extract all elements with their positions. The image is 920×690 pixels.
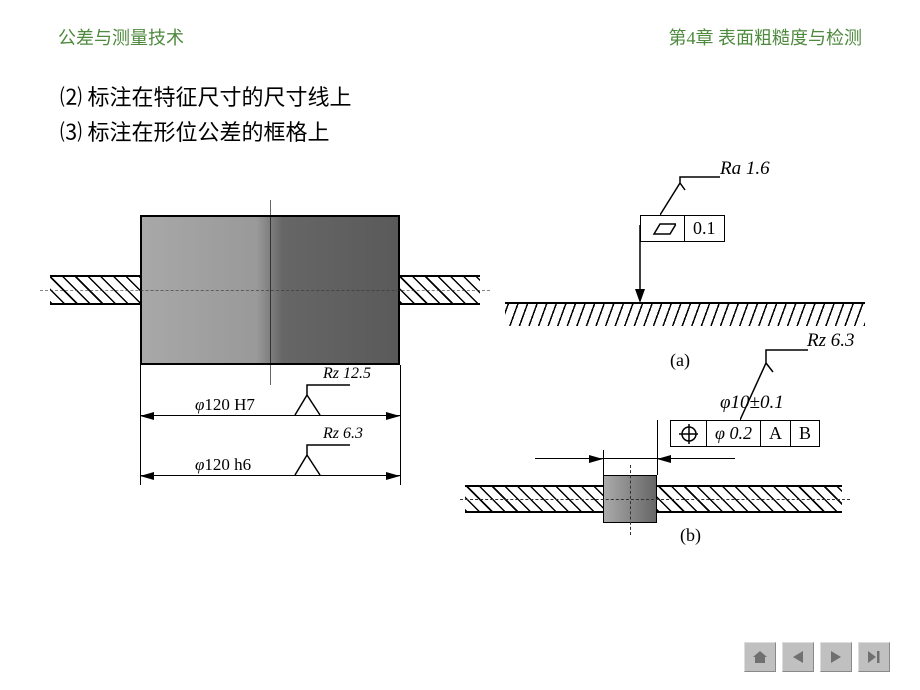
bullet-3: ⑶ 标注在形位公差的框格上 (60, 115, 330, 147)
centerline-horizontal (40, 290, 490, 291)
nav-last-button[interactable] (858, 642, 890, 672)
nav-prev-button[interactable] (782, 642, 814, 672)
flatness-symbol (641, 216, 685, 241)
book-title: 公差与测量技术 (58, 24, 184, 50)
dimension-2-text: φ120 h6 (195, 455, 251, 475)
nav-next-button[interactable] (820, 642, 852, 672)
nav-buttons (744, 642, 890, 672)
ext-line-left (140, 365, 141, 485)
centerline-b-v (630, 465, 631, 535)
label-a: (a) (670, 350, 690, 371)
rz-value-2: Rz 6.3 (323, 425, 363, 443)
datum-b: B (791, 421, 819, 446)
right-diagram: 0.1 Ra 1.6 (a) φ 0.2 A B φ10±0.1 Rz 6.3 … (505, 170, 885, 590)
leader-rz-b (740, 345, 810, 423)
dimension-line-1 (140, 415, 400, 416)
ground-hatch-a (505, 304, 865, 326)
ext-line-right (400, 365, 401, 485)
tolerance-a: 0.1 (685, 216, 724, 241)
bullet-2: ⑵ 标注在特征尺寸的尺寸线上 (60, 80, 352, 112)
rz-b-label: Rz 6.3 (807, 330, 855, 352)
centerline-vertical (270, 200, 271, 385)
label-b: (b) (680, 525, 701, 546)
ra-label: Ra 1.6 (720, 158, 770, 180)
ext-b-left (603, 450, 604, 475)
left-diagram: φ120 H7 Rz 12.5 φ120 h6 Rz 6.3 (50, 215, 480, 545)
dimension-1-text: φ120 H7 (195, 395, 255, 415)
gdt-frame-a: 0.1 (640, 215, 725, 242)
centerline-b-h (460, 499, 850, 500)
nav-home-button[interactable] (744, 642, 776, 672)
dim-line-b (535, 458, 735, 459)
ext-b-right (657, 420, 658, 475)
tolerance-b: φ 0.2 (707, 421, 761, 446)
datum-a: A (761, 421, 791, 446)
roughness-symbol-2: Rz 6.3 (295, 440, 355, 485)
chapter-title: 第4章 表面粗糙度与检测 (669, 24, 863, 50)
rz-value-1: Rz 12.5 (323, 365, 371, 383)
leader-ra (660, 175, 720, 217)
position-symbol (671, 421, 707, 446)
gdt-frame-b: φ 0.2 A B (670, 420, 820, 447)
roughness-symbol-1: Rz 12.5 (295, 380, 355, 425)
dimension-line-2 (140, 475, 400, 476)
